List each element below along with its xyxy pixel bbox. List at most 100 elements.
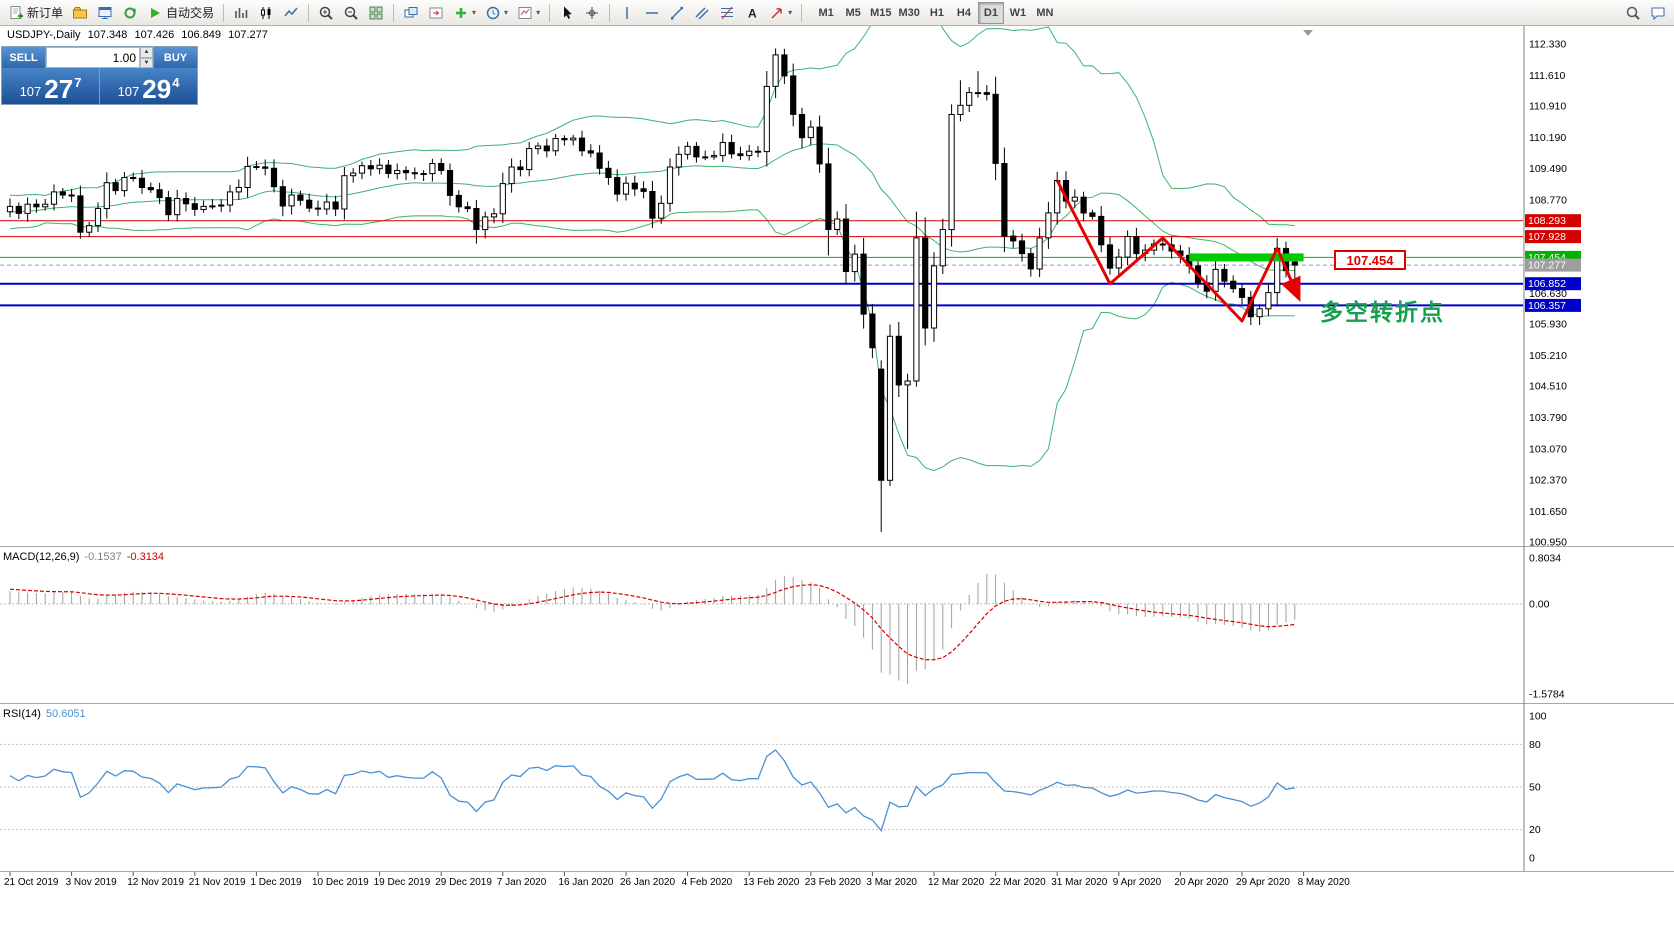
crosshair-icon [586, 6, 599, 19]
play-icon [151, 7, 161, 18]
fibonacci-button[interactable] [715, 2, 739, 24]
scroll-anchor-icon[interactable] [1303, 30, 1313, 36]
buy-price-prefix: 107 [117, 84, 140, 99]
channel-icon [695, 6, 709, 20]
date-label: 31 Mar 2020 [1051, 877, 1108, 888]
text-button[interactable]: A [740, 2, 764, 24]
horizontal-line-button[interactable] [640, 2, 664, 24]
bar-chart-button[interactable] [229, 2, 253, 24]
rsi-axis-label: 100 [1529, 711, 1547, 723]
date-label: 4 Feb 2020 [682, 877, 733, 888]
cascade-windows-icon [404, 6, 418, 17]
arrange-windows-button[interactable] [399, 2, 423, 24]
price-axis-label: 108.770 [1529, 194, 1567, 206]
volume-decrease-button[interactable]: ▼ [140, 57, 153, 68]
vertical-line-icon [626, 6, 628, 19]
trendline-icon [671, 6, 684, 19]
price-badge-label: 108.293 [1528, 215, 1566, 227]
timeframe-h1[interactable]: H1 [924, 2, 950, 24]
price-axis-label: 104.510 [1529, 381, 1567, 393]
dropdown-arrow-icon: ▾ [504, 7, 509, 17]
crosshair-button[interactable] [580, 2, 604, 24]
tile-windows-button[interactable] [364, 2, 388, 24]
price-axis-label: 105.930 [1529, 319, 1567, 331]
date-label: 21 Nov 2019 [189, 877, 246, 888]
toolbar-separator [393, 3, 395, 22]
timeframe-m1[interactable]: M1 [813, 2, 839, 24]
timeframe-mn[interactable]: MN [1032, 2, 1058, 24]
zigzag-annotation[interactable] [1055, 179, 1301, 323]
clock-icon [486, 6, 500, 19]
buy-button[interactable]: BUY [153, 47, 197, 68]
date-label: 21 Oct 2019 [4, 877, 59, 888]
autotrading-button[interactable]: 自动交易 [143, 2, 218, 24]
zoom-out-button[interactable] [339, 2, 363, 24]
price-axis-label: 102.370 [1529, 474, 1567, 486]
arrows-button[interactable]: ▾ [765, 2, 796, 24]
toolbar: 新订单 自动交易 [0, 0, 1674, 26]
ohlc-low: 106.849 [181, 29, 222, 41]
macd-signal-value: -0.3134 [126, 551, 165, 563]
timeframe-d1[interactable]: D1 [977, 1, 1004, 24]
volume-field[interactable]: 1.00 [46, 47, 140, 68]
refresh-button[interactable] [118, 2, 142, 24]
channel-button[interactable] [690, 2, 714, 24]
candlestick-chart-button[interactable] [254, 2, 278, 24]
line-chart-button[interactable] [279, 2, 303, 24]
toolbar-separator [801, 3, 803, 22]
profiles-button[interactable] [68, 2, 92, 24]
date-axis[interactable]: 21 Oct 2019 3 Nov 2019 12 Nov 2019 21 Nov 2… [4, 872, 1350, 888]
date-label: 12 Mar 2020 [928, 877, 985, 888]
buy-price-pip: 4 [172, 75, 180, 90]
chat-button[interactable] [1646, 2, 1670, 24]
macd-label: MACD(12,26,9) -0.1537 -0.3134 [3, 551, 169, 563]
cursor-button[interactable] [555, 2, 579, 24]
date-label: 19 Dec 2019 [374, 877, 431, 888]
sell-button[interactable]: SELL [2, 47, 46, 68]
macd-axis-label: 0.00 [1529, 598, 1550, 610]
search-button[interactable] [1621, 2, 1645, 24]
rsi-axis-label: 80 [1529, 739, 1541, 751]
turning-point-annotation[interactable]: 多空转折点 [1320, 299, 1445, 325]
vertical-line-button[interactable] [615, 2, 639, 24]
rsi-line [9, 749, 1295, 833]
buy-quote[interactable]: 107 29 4 [100, 68, 197, 104]
main-chart-panel[interactable] [0, 0, 1523, 532]
date-label: 3 Mar 2020 [866, 877, 917, 888]
price-badge [1525, 230, 1581, 244]
timeframe-w1[interactable]: W1 [1005, 2, 1031, 24]
buy-price-big: 29 [142, 74, 172, 104]
sell-price-prefix: 107 [19, 84, 42, 99]
zoom-in-button[interactable] [314, 2, 338, 24]
price-axis-label: 110.910 [1529, 101, 1566, 113]
rsi-axis-label: 20 [1529, 824, 1541, 836]
templates-button[interactable]: ▾ [513, 2, 544, 24]
volume-increase-button[interactable]: ▲ [140, 47, 153, 58]
sell-quote[interactable]: 107 27 7 [2, 68, 99, 104]
timeframe-m30[interactable]: M30 [896, 2, 923, 24]
timeframe-m5[interactable]: M5 [840, 2, 866, 24]
level-price-label[interactable]: 107.454 [1334, 250, 1406, 270]
indicators-button[interactable]: ▾ [449, 2, 480, 24]
date-label: 8 May 2020 [1298, 877, 1351, 888]
price-axis-label: 105.210 [1529, 350, 1567, 362]
market-watch-button[interactable] [93, 2, 117, 24]
toolbar-separator [308, 3, 310, 22]
periods-button[interactable]: ▾ [481, 2, 512, 24]
timeframe-m15[interactable]: M15 [867, 2, 894, 24]
trendline-button[interactable] [665, 2, 689, 24]
price-axis: 112.330 111.610 110.910 110.190 109.490 108.7… [1525, 39, 1581, 865]
timeframe-h4[interactable]: H4 [951, 2, 977, 24]
rsi-label: RSI(14) 50.6051 [3, 708, 91, 720]
svg-text:A: A [748, 6, 757, 20]
date-label: 22 Mar 2020 [990, 877, 1047, 888]
new-order-button[interactable]: 新订单 [4, 2, 67, 24]
ohlc-open: 107.348 [87, 29, 128, 41]
support-zone-bar[interactable] [1189, 253, 1304, 262]
one-click-trading-panel: SELL 1.00 ▲ ▼ BUY 107 27 7 107 29 4 [1, 46, 198, 105]
chart-shift-button[interactable] [424, 2, 448, 24]
dropdown-arrow-icon: ▾ [536, 7, 541, 17]
macd-panel [0, 574, 1523, 684]
